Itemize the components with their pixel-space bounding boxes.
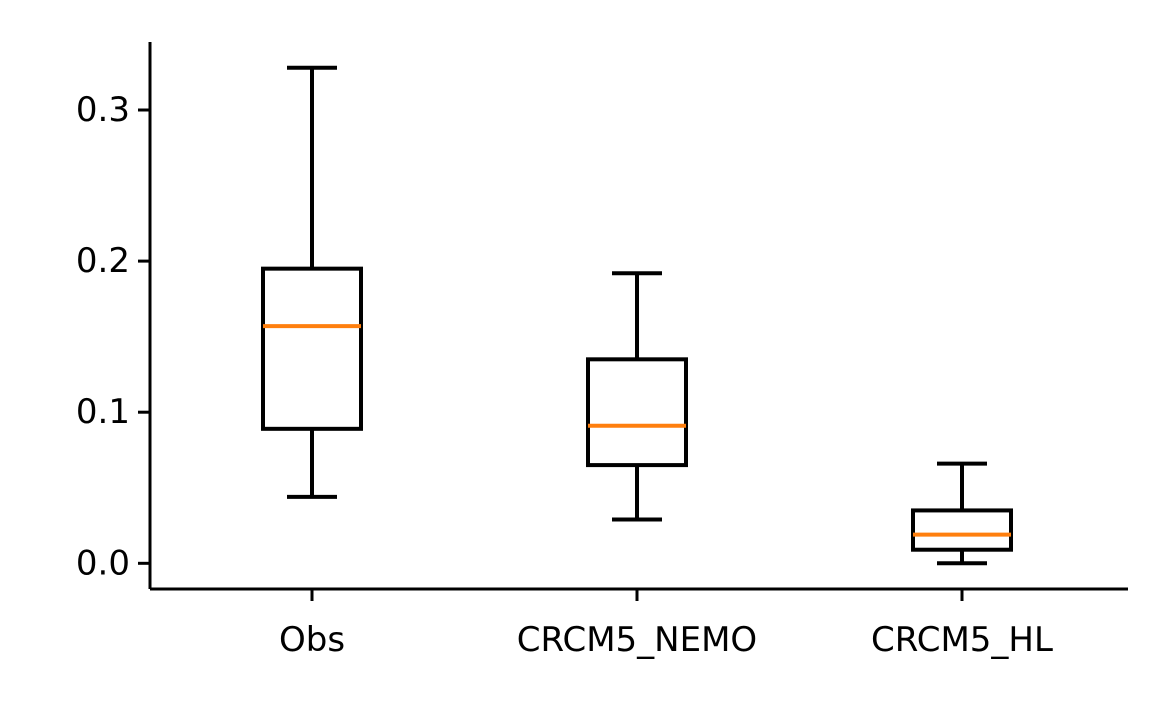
y-tick-label: 0.0 [76,543,130,583]
iqr-box [586,357,688,468]
y-tick-label: 0.1 [76,392,130,432]
x-tick-label: CRCM5_HL [871,620,1053,660]
y-tick-label: 0.2 [76,241,130,281]
x-ticks: Obs CRCM5_NEMO CRCM5_HL [279,589,1053,660]
iqr-box [261,266,363,431]
x-tick-label: CRCM5_NEMO [517,620,757,660]
boxes [261,65,1013,566]
box-crcm5-hl [911,461,1013,566]
y-tick-label: 0.3 [76,90,130,130]
y-ticks: 0.0 0.1 0.2 0.3 [76,90,150,583]
box-obs [261,65,363,499]
box-crcm5-nemo [586,271,688,522]
x-tick-label: Obs [279,620,345,660]
iqr-box [911,508,1013,552]
